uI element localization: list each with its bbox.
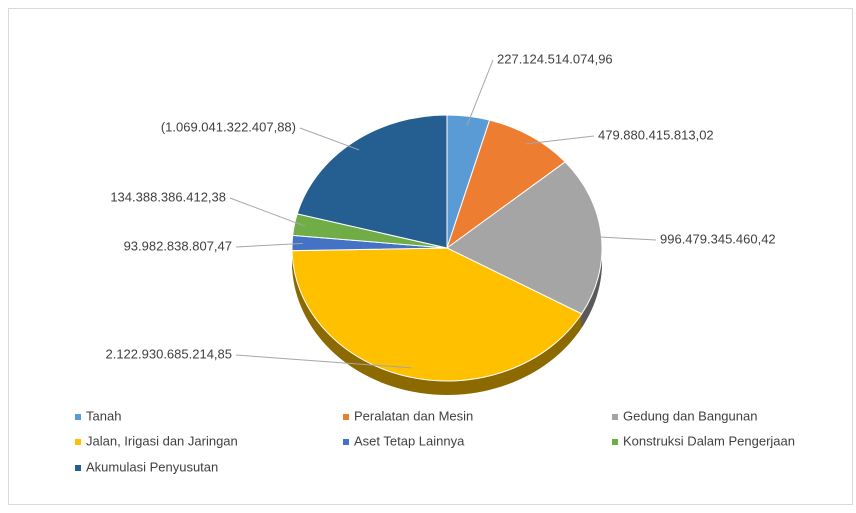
legend-swatch (75, 414, 81, 420)
data-label: 479.880.415.813,02 (598, 127, 714, 142)
leader-line (235, 242, 303, 248)
leader-line (590, 236, 657, 241)
data-label: 93.982.838.807,47 (124, 238, 232, 253)
leader-line (229, 197, 306, 227)
leader-line (299, 127, 360, 151)
data-label: 996.479.345.460,42 (660, 231, 776, 246)
legend-label: Gedung dan Bangunan (623, 408, 757, 423)
data-label: (1.069.041.322.407,88) (161, 119, 296, 134)
data-label: 227.124.514.074,96 (497, 51, 613, 66)
data-labels: 227.124.514.074,96 479.880.415.813,02 996.… (105, 51, 776, 369)
legend-label: Jalan, Irigasi dan Jaringan (86, 433, 238, 448)
slice (446, 119, 566, 250)
slice (291, 247, 583, 382)
legend: Tanah Peralatan dan Mesin Gedung dan Bangu… (75, 408, 795, 474)
legend-label: Aset Tetap Lainnya (354, 433, 465, 448)
legend-swatch (343, 414, 349, 420)
data-label: 134.388.386.412,38 (110, 189, 226, 204)
legend-swatch (612, 414, 618, 420)
legend-label: Konstruksi Dalam Pengerjaan (623, 433, 795, 448)
leader-line (466, 59, 494, 126)
legend-swatch (75, 465, 81, 471)
legend-label: Tanah (86, 408, 121, 423)
legend-label: Peralatan dan Mesin (354, 408, 473, 423)
pie (291, 114, 603, 382)
leader-line (235, 354, 412, 369)
legend-label: Akumulasi Penyusutan (86, 459, 218, 474)
data-label: 2.122.930.685.214,85 (105, 346, 232, 361)
legend-swatch (612, 439, 618, 445)
slice (446, 161, 603, 315)
slice (296, 114, 448, 249)
legend-swatch (343, 439, 349, 445)
leader-line (525, 135, 595, 145)
legend-swatch (75, 439, 81, 445)
